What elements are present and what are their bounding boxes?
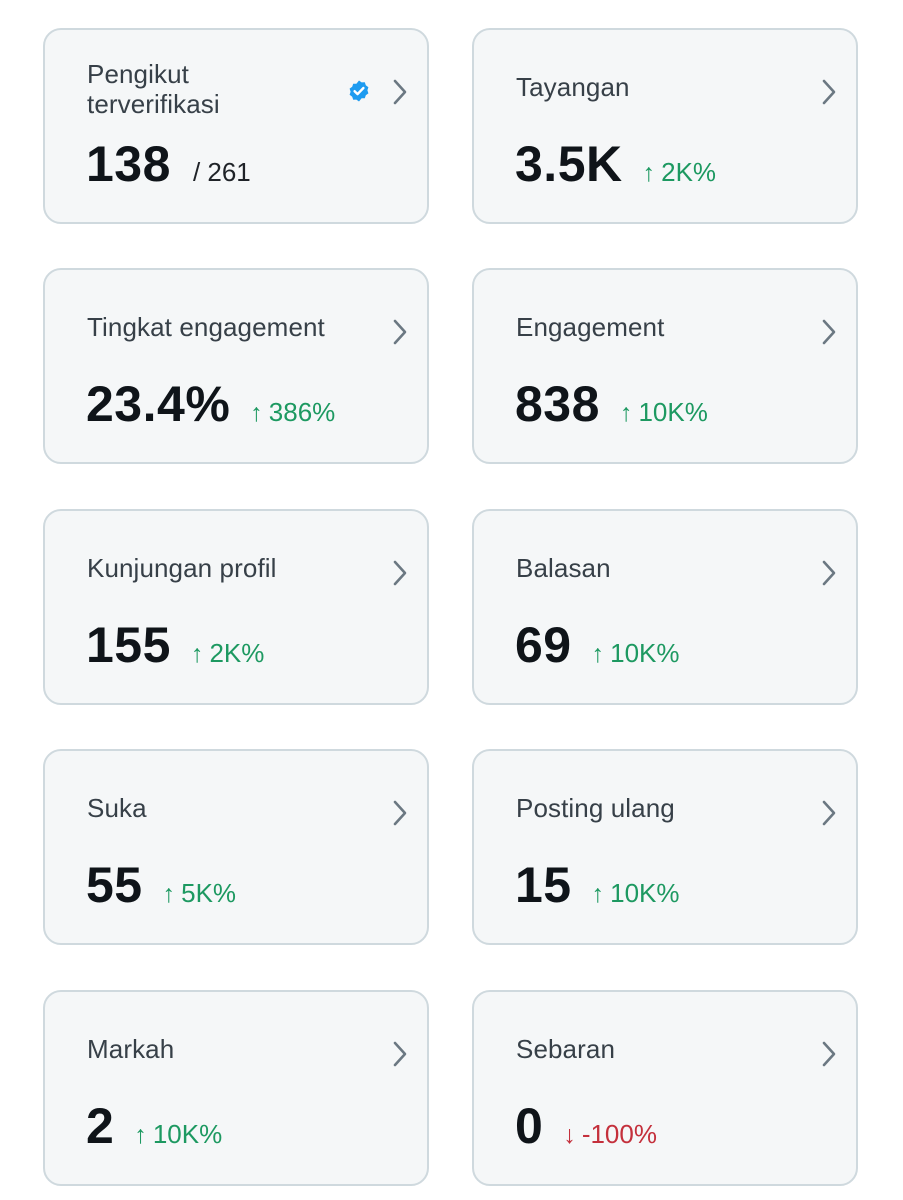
metric-change-value: 2K% (209, 638, 265, 668)
chevron-right-icon[interactable] (392, 799, 408, 827)
arrow-up-icon: ↑ (250, 399, 263, 427)
metric-card-engagement-rate[interactable]: Tingkat engagement 23.4% ↑ 386% (43, 268, 429, 464)
metric-change: ↑ 10K% (592, 638, 680, 669)
metric-card-profile-visits[interactable]: Kunjungan profil 155 ↑ 2K% (43, 509, 429, 705)
metric-total: / 261 (192, 157, 251, 187)
metric-value-row: 0 ↓ -100% (515, 1096, 657, 1160)
verified-badge-icon (349, 80, 369, 102)
metric-label: Posting ulang (516, 793, 675, 823)
arrow-up-icon: ↑ (619, 399, 633, 427)
metric-change-value: 10K% (638, 397, 708, 427)
metric-label: Engagement (516, 312, 665, 342)
metric-value: 0 (515, 1098, 544, 1154)
chevron-right-icon[interactable] (821, 1040, 837, 1068)
arrow-up-icon: ↑ (134, 1121, 147, 1149)
metric-value-row: 838 ↑ 10K% (515, 374, 708, 438)
metric-value-row: 15 ↑ 10K% (515, 855, 680, 919)
metric-value-row: 3.5K ↑ 2K% (515, 134, 716, 198)
chevron-right-icon[interactable] (392, 318, 408, 346)
metric-change: ↑ 10K% (592, 878, 680, 909)
metric-card-impressions[interactable]: Tayangan 3.5K ↑ 2K% (472, 28, 858, 224)
chevron-right-icon[interactable] (392, 1040, 408, 1068)
metric-card-replies[interactable]: Balasan 69 ↑ 10K% (472, 509, 858, 705)
metric-change-value: 10K% (610, 638, 680, 668)
metric-value-row: 138 / 261 (86, 134, 251, 198)
metric-value-row: 55 ↑ 5K% (86, 855, 236, 919)
arrow-up-icon: ↑ (591, 880, 605, 908)
chevron-right-icon[interactable] (392, 78, 408, 106)
metric-change: ↓ -100% (563, 1119, 657, 1150)
metric-value: 23.4% (86, 376, 231, 432)
metric-label: Tingkat engagement (87, 312, 325, 342)
arrow-up-icon: ↑ (162, 880, 176, 908)
metric-card-reposts[interactable]: Posting ulang 15 ↑ 10K% (472, 749, 858, 945)
metric-change-value: 10K% (610, 878, 680, 908)
arrow-up-icon: ↑ (591, 640, 605, 668)
arrow-up-icon: ↑ (642, 159, 656, 187)
metric-card-bookmarks[interactable]: Markah 2 ↑ 10K% (43, 990, 429, 1186)
metric-card-verified-followers[interactable]: Pengikut terverifikasi 138 / 261 (43, 28, 429, 224)
metric-change-value: 2K% (661, 157, 717, 187)
chevron-right-icon[interactable] (392, 559, 408, 587)
metric-change-value: 386% (268, 397, 336, 427)
metric-value-row: 23.4% ↑ 386% (86, 374, 335, 438)
metric-value-row: 69 ↑ 10K% (515, 615, 680, 679)
metric-card-engagement[interactable]: Engagement 838 ↑ 10K% (472, 268, 858, 464)
arrow-up-icon: ↑ (190, 640, 204, 668)
metric-value: 138 (86, 136, 171, 192)
arrow-down-icon: ↓ (563, 1121, 576, 1149)
metric-card-shares[interactable]: Sebaran 0 ↓ -100% (472, 990, 858, 1186)
chevron-right-icon[interactable] (821, 318, 837, 346)
metric-value: 155 (86, 617, 171, 673)
metric-value: 838 (515, 376, 600, 432)
metric-label: Tayangan (516, 72, 630, 102)
chevron-right-icon[interactable] (821, 78, 837, 106)
metric-label: Markah (87, 1034, 175, 1064)
metric-change: ↑ 2K% (643, 157, 716, 188)
metric-change-value: 5K% (181, 878, 237, 908)
metric-change: ↑ 5K% (163, 878, 236, 909)
metric-change-value: 10K% (152, 1119, 223, 1149)
metric-card-likes[interactable]: Suka 55 ↑ 5K% (43, 749, 429, 945)
metric-change-value: -100% (581, 1119, 657, 1149)
metric-label: Pengikut terverifikasi (87, 59, 220, 119)
metric-value: 55 (86, 857, 143, 913)
metric-label: Balasan (516, 553, 611, 583)
metric-value-row: 2 ↑ 10K% (86, 1096, 222, 1160)
metric-value: 15 (515, 857, 572, 913)
chevron-right-icon[interactable] (821, 799, 837, 827)
metric-change: ↑ 2K% (191, 638, 264, 669)
metric-label: Suka (87, 793, 147, 823)
metric-value: 69 (515, 617, 572, 673)
metric-label: Kunjungan profil (87, 553, 277, 583)
metric-value: 3.5K (515, 136, 623, 192)
metric-change: ↑ 10K% (620, 397, 708, 428)
metric-change: ↑ 10K% (134, 1119, 222, 1150)
chevron-right-icon[interactable] (821, 559, 837, 587)
metric-label: Sebaran (516, 1034, 615, 1064)
metric-value: 2 (86, 1098, 115, 1154)
metric-change: ↑ 386% (250, 397, 335, 428)
metric-value-row: 155 ↑ 2K% (86, 615, 264, 679)
